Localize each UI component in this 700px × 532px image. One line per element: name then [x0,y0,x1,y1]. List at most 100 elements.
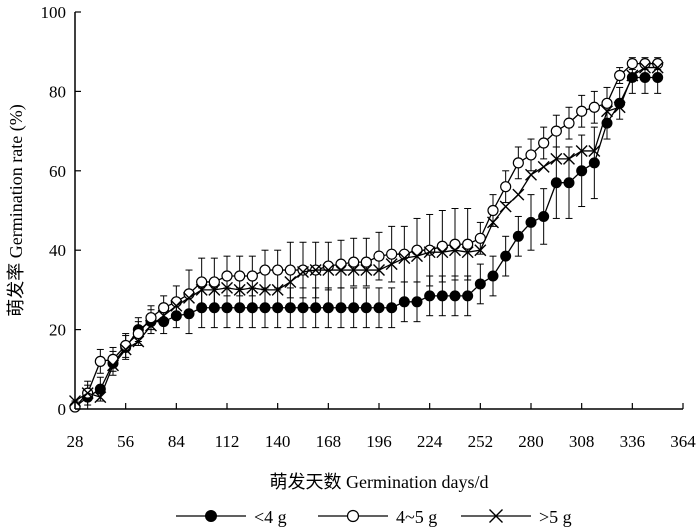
x-tick-label: 196 [366,432,392,451]
legend-marker [489,509,503,523]
data-point [512,188,525,201]
series-0 [69,72,664,413]
data-point [398,252,411,265]
data-point [487,204,499,217]
series-2 [69,61,664,408]
data-point [386,248,398,260]
data-point [297,266,309,279]
legend-label: <4 g [254,507,287,527]
data-point [309,264,322,277]
y-tick-label: 80 [49,82,66,101]
y-tick-label: 40 [49,241,66,260]
data-point [233,283,246,296]
data-point [208,276,220,288]
data-point [538,210,550,222]
data-point [651,61,664,74]
data-point [512,157,524,169]
data-point [196,302,208,314]
data-point [208,283,221,296]
data-point [487,270,499,282]
data-point [550,125,562,137]
data-point [272,302,284,314]
data-point [246,281,259,294]
data-point [601,105,613,118]
data-point [423,246,436,259]
data-point [436,246,449,259]
data-point [537,160,550,173]
data-point [81,387,94,400]
legend-item-1: 4~5 g [318,507,437,527]
legend-item-0: <4 g [176,507,287,527]
data-point [398,296,410,308]
data-point [196,276,208,288]
data-point [639,58,651,70]
x-tick-label: 140 [265,432,291,451]
data-point [284,302,296,314]
data-point [474,244,487,257]
data-point [234,270,246,282]
data-point [94,391,107,404]
axes: 0 20 40 60 80 100 28 56 84 112 140 168 196 224 252 280 3… [6,3,696,492]
data-point [550,152,563,165]
x-tick-label: 112 [215,432,240,451]
x-tick-label: 364 [670,432,696,451]
data-point [259,302,271,314]
data-point [347,264,360,277]
legend-marker [346,509,360,523]
data-point [639,72,651,84]
x-axis-title: 萌发天数 Germination days/d [270,472,489,492]
data-point [601,97,613,109]
y-tick-label: 60 [49,162,66,181]
data-point [639,61,651,74]
data-point [373,250,385,262]
data-point [322,260,334,272]
data-point [436,240,448,252]
data-point [360,256,372,268]
data-point [575,144,588,157]
data-point [398,248,410,260]
x-tick-label: 28 [67,432,84,451]
y-axis-title: 萌发率 Germination rate (%) [6,104,27,316]
data-point [284,275,297,288]
data-point [195,283,208,296]
data-point [626,58,638,70]
data-point [107,353,119,365]
error-bars-series-1 [71,57,662,410]
data-point [360,264,373,277]
data-point [652,58,664,70]
data-point [157,309,170,322]
data-point [474,278,486,290]
x-tick-label: 280 [518,432,544,451]
data-point [525,149,537,161]
data-point [170,299,183,312]
data-point [525,216,537,228]
data-point [576,165,588,177]
legend-item-2: >5 g [461,507,572,527]
data-point [310,302,322,314]
data-point [271,283,284,296]
data-point [424,290,436,302]
data-point [500,181,512,193]
data-point [462,290,474,302]
data-point [221,270,233,282]
data-point [158,302,170,314]
data-point [499,200,512,213]
data-point [462,238,474,250]
data-point [259,264,271,276]
data-point [119,343,132,356]
data-point [613,101,626,114]
data-point [626,72,638,84]
data-point [373,302,385,314]
data-point [588,101,600,113]
data-point [461,246,474,259]
data-point [246,270,258,282]
data-point [145,319,157,332]
plot-area [69,57,664,413]
data-point [221,281,233,294]
error-bars-series-0 [71,61,662,410]
data-point [234,302,246,314]
data-point [512,230,524,242]
data-point [487,216,499,229]
data-point [145,312,157,324]
data-point [284,264,296,276]
